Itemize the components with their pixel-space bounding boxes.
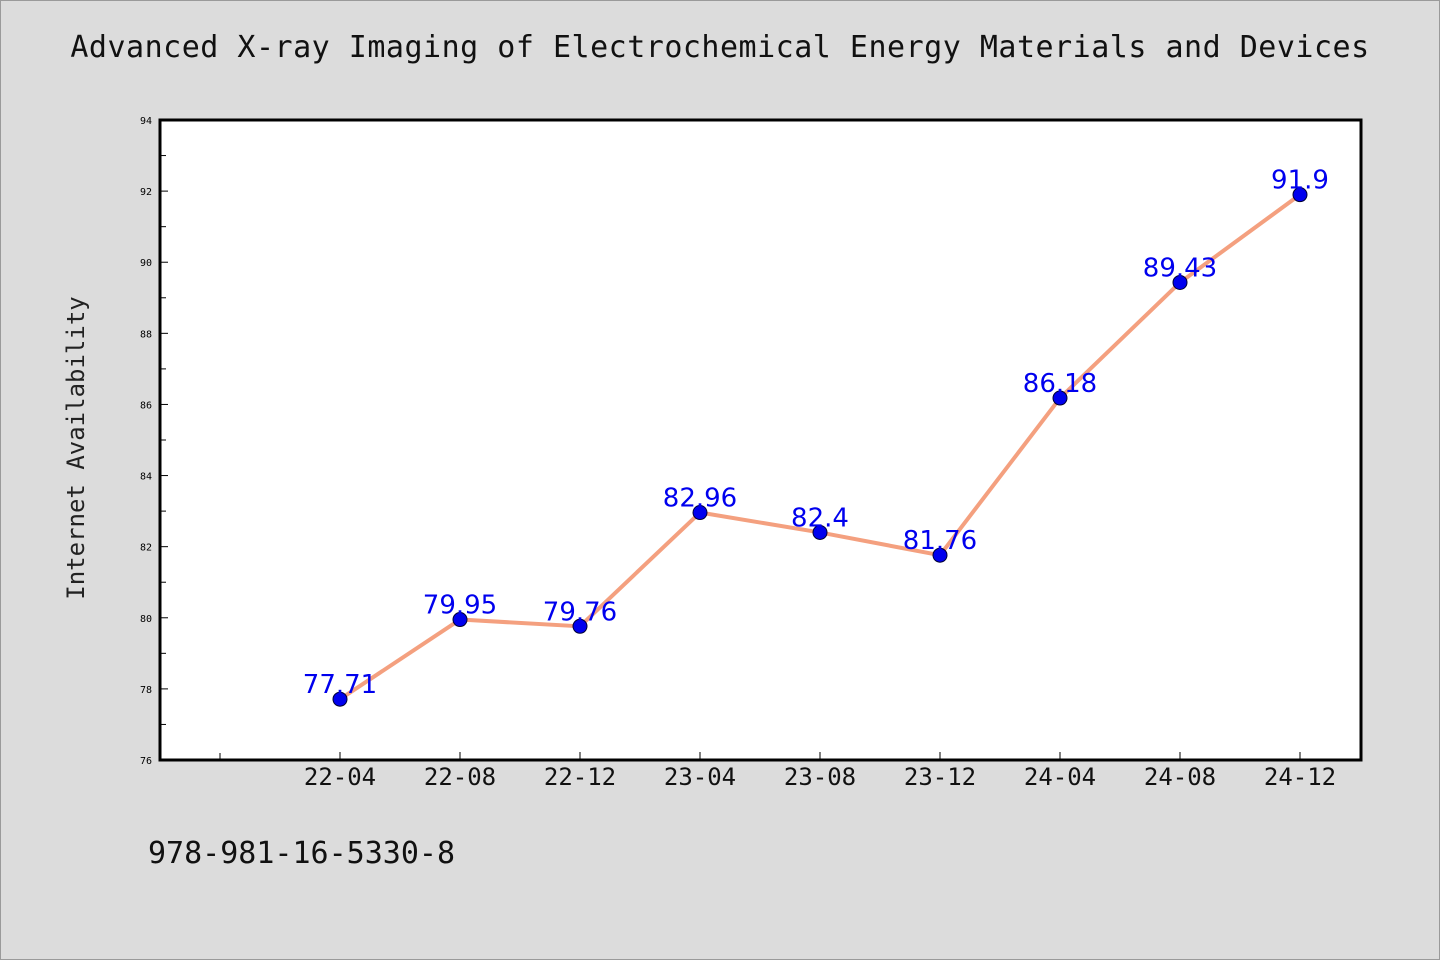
footer-isbn: 978-981-16-5330-8 — [148, 836, 456, 871]
plot-area — [158, 118, 1363, 762]
y-tick-label: 90 — [140, 258, 152, 269]
data-point — [932, 547, 948, 563]
x-tick-label: 24-04 — [1024, 763, 1096, 791]
data-point — [1052, 390, 1068, 406]
data-label: 89.43 — [1143, 253, 1217, 283]
y-tick-label: 80 — [140, 614, 152, 625]
y-tick-label: 82 — [140, 543, 152, 554]
x-tick-label: 23-08 — [784, 763, 856, 791]
x-tick-label: 22-08 — [424, 763, 496, 791]
y-tick-label: 76 — [140, 756, 152, 767]
data-point — [1292, 187, 1308, 203]
x-tick-label: 24-12 — [1264, 763, 1336, 791]
data-label: 79.76 — [543, 597, 617, 627]
x-tick-label: 24-08 — [1144, 763, 1216, 791]
data-label: 82.96 — [663, 484, 737, 514]
y-tick-label: 86 — [140, 400, 152, 411]
x-tick-label: 23-04 — [664, 763, 736, 791]
y-tick-label: 88 — [140, 329, 152, 340]
data-label: 91.9 — [1271, 166, 1329, 196]
y-tick-label: 92 — [140, 187, 152, 198]
data-label: 77.71 — [303, 670, 377, 700]
data-label: 79.95 — [423, 591, 497, 621]
data-label: 81.76 — [903, 526, 977, 556]
data-label: 86.18 — [1023, 369, 1097, 399]
data-label: 82.4 — [791, 503, 849, 533]
data-point — [692, 505, 708, 521]
data-point — [572, 618, 588, 634]
chart-title: Advanced X-ray Imaging of Electrochemica… — [70, 30, 1370, 65]
x-tick-label: 22-12 — [544, 763, 616, 791]
y-tick-label: 84 — [140, 472, 152, 483]
data-point — [452, 612, 468, 628]
y-tick-label: 78 — [140, 685, 152, 696]
x-tick-label: 22-04 — [304, 763, 376, 791]
data-point — [1172, 274, 1188, 290]
data-point — [332, 691, 348, 707]
y-tick-label: 94 — [140, 116, 152, 127]
data-point — [812, 524, 828, 540]
x-tick-label: 23-12 — [904, 763, 976, 791]
